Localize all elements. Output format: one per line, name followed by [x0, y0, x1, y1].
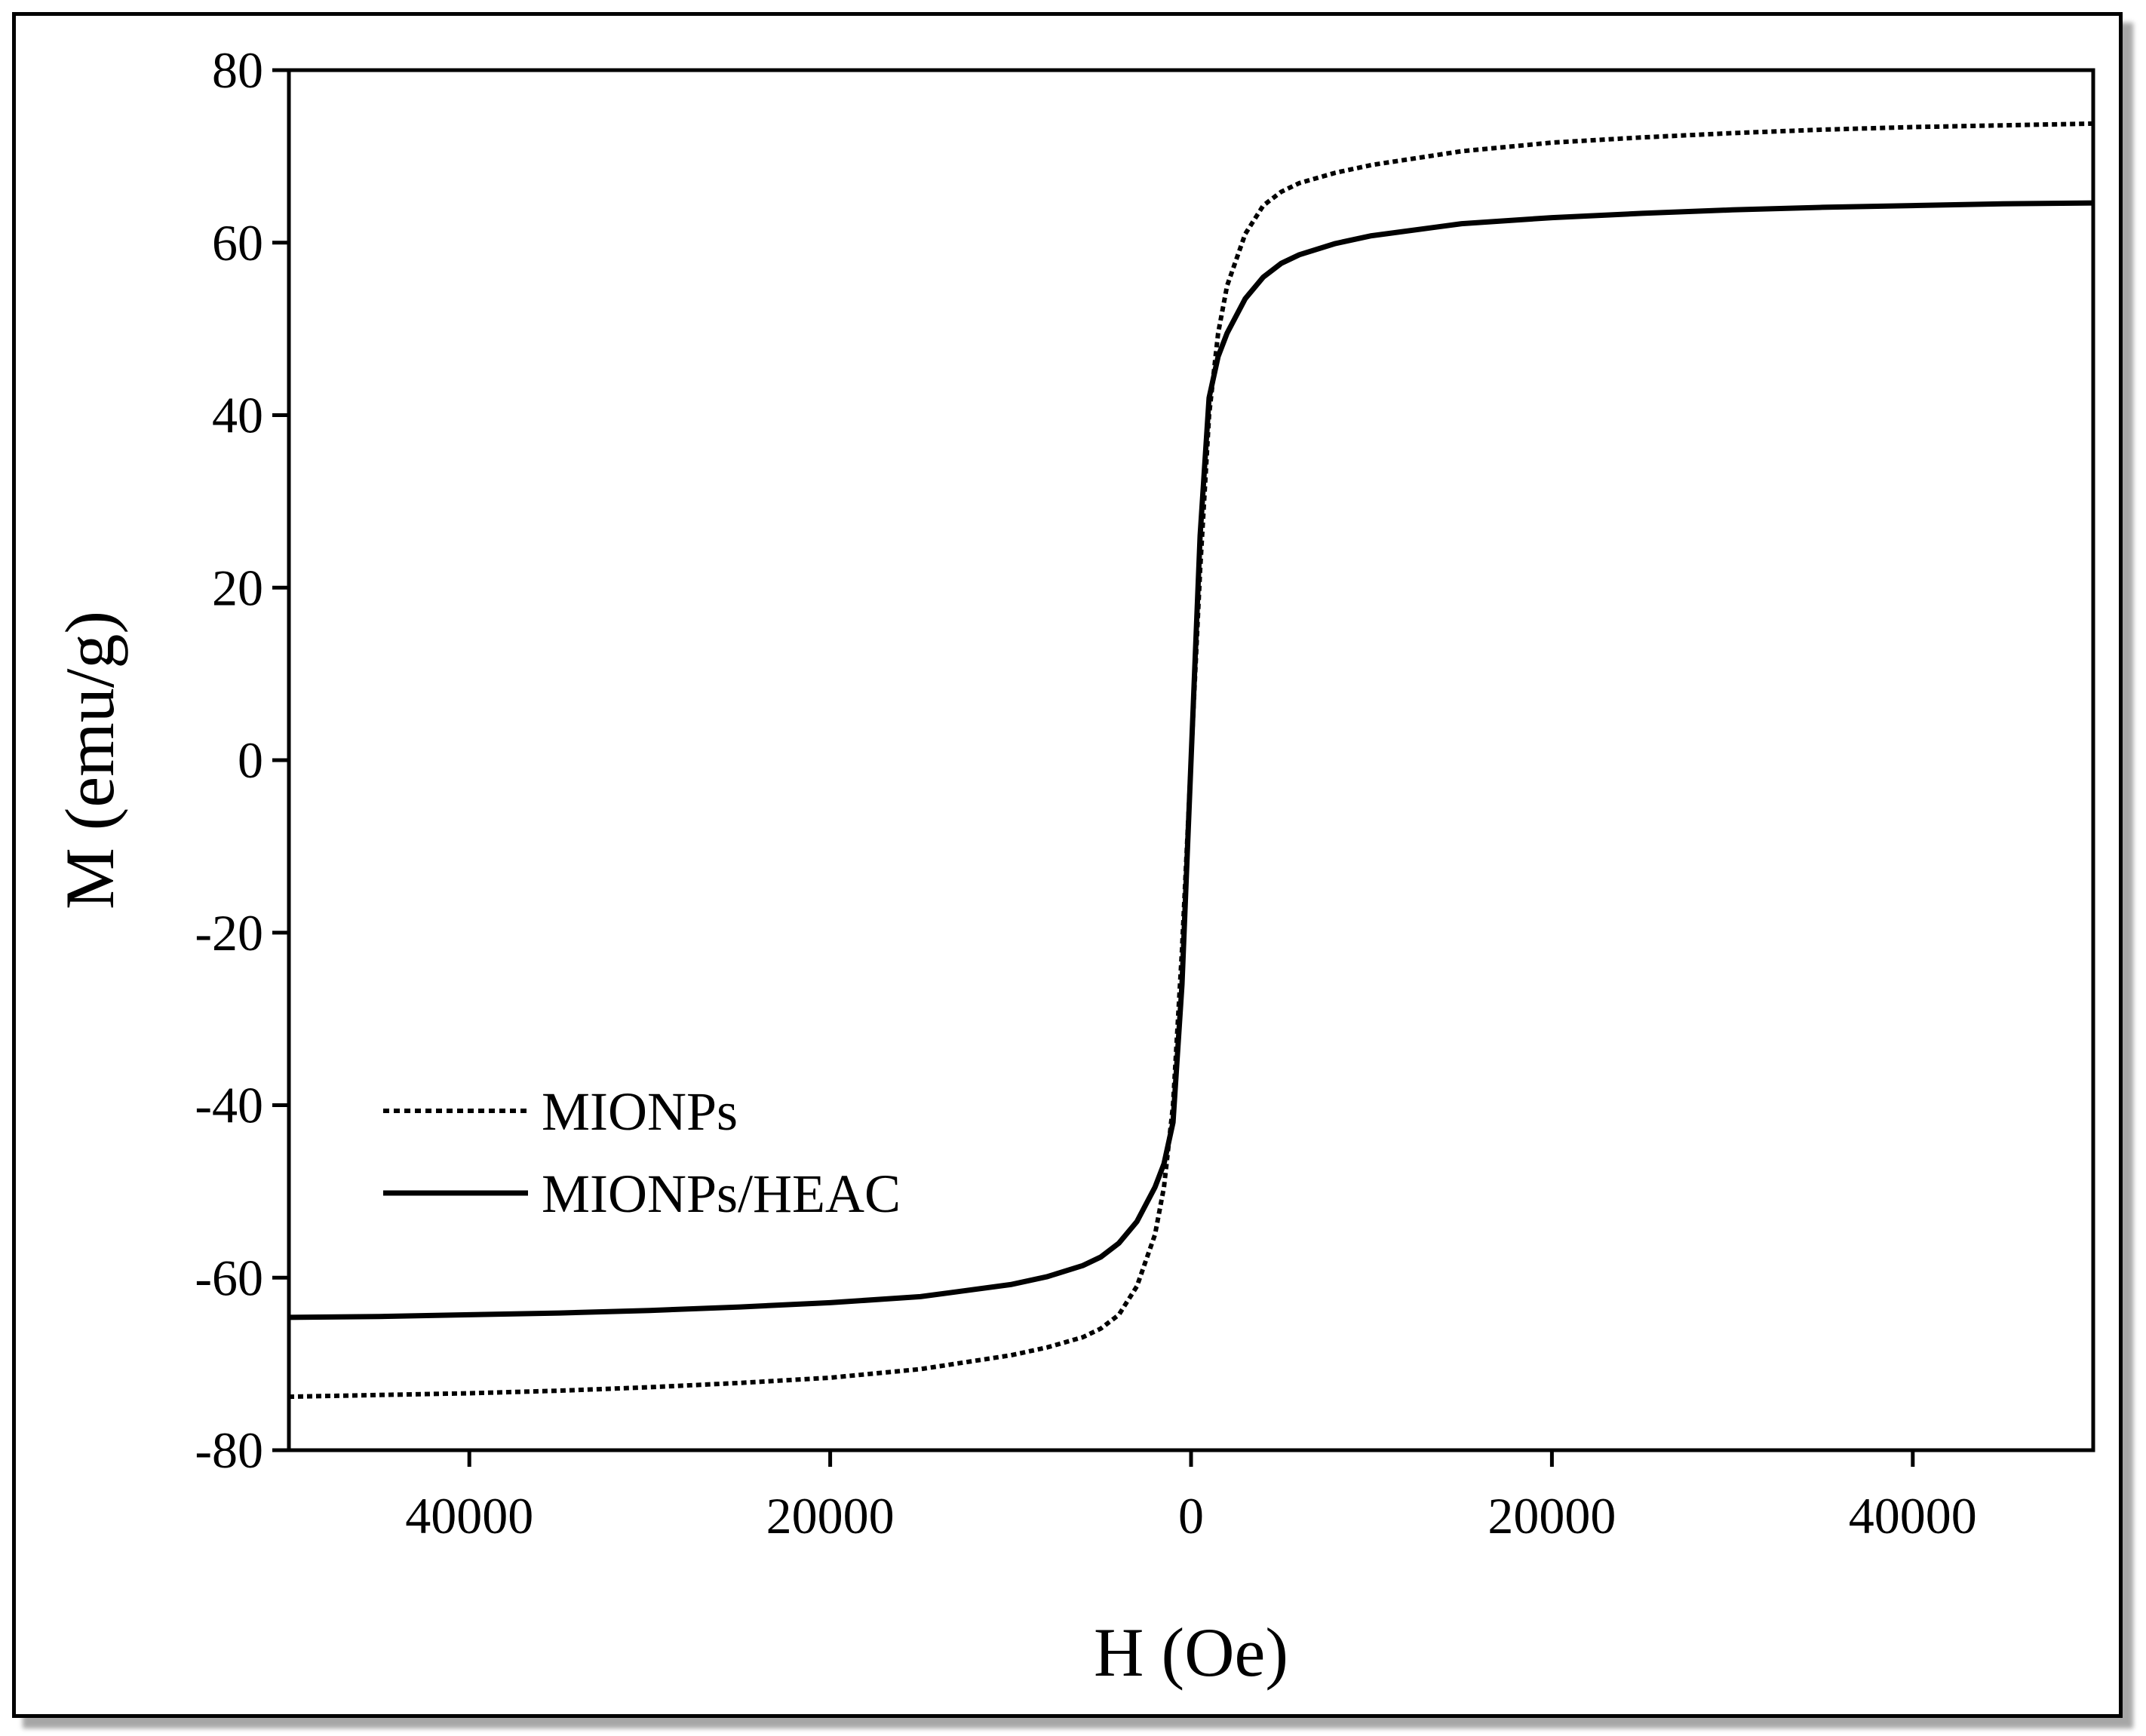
y-tick-label: -40: [195, 1077, 263, 1134]
y-axis: -80 -60 -40 -20 0 20 40 60 80: [195, 41, 289, 1479]
x-tick-label: 40000: [405, 1487, 533, 1544]
figure-frame: [12, 12, 2123, 1718]
y-tick-label: 80: [212, 41, 263, 99]
y-tick-label: 20: [212, 559, 263, 616]
legend: MIONPs MIONPs/HEAC: [383, 1081, 901, 1224]
y-tick-label: -80: [195, 1422, 263, 1479]
legend-label-mionps: MIONPs: [542, 1081, 738, 1142]
y-tick-label: 0: [238, 732, 263, 789]
x-axis: 40000 20000 0 20000 40000: [405, 1450, 1977, 1544]
y-tick-label: -20: [195, 904, 263, 962]
x-tick-label: 20000: [1487, 1487, 1616, 1544]
x-tick-label: 20000: [766, 1487, 895, 1544]
y-tick-label: -60: [195, 1249, 263, 1306]
y-tick-label: 60: [212, 214, 263, 271]
series-line-1: [288, 200, 2094, 1320]
legend-label-mionps-heac: MIONPs/HEAC: [542, 1164, 901, 1224]
x-axis-title: H (Oe): [1094, 1614, 1288, 1691]
x-tick-label: 40000: [1849, 1487, 1977, 1544]
y-axis-title: M (emu/g): [51, 611, 128, 909]
x-tick-label: 0: [1178, 1487, 1204, 1544]
y-tick-label: 40: [212, 387, 263, 444]
series-layer: [288, 121, 2094, 1400]
